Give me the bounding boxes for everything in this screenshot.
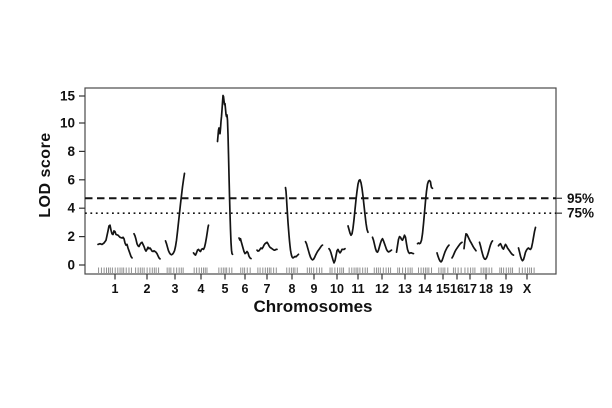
lod-curve-chr-11 xyxy=(347,178,369,237)
y-axis-title: LOD score xyxy=(37,132,54,218)
x-tick-label-chr-6: 6 xyxy=(242,282,249,296)
x-tick-label-chr-13: 13 xyxy=(398,282,412,296)
plot-frame xyxy=(84,87,557,275)
x-tick-label-chr-9: 9 xyxy=(311,282,318,296)
x-tick-label-chr-11: 11 xyxy=(351,282,364,296)
threshold-label-95%: 95% xyxy=(567,191,594,206)
lod-curve-chr-13 xyxy=(395,234,415,255)
x-tick-label-chr-4: 4 xyxy=(198,282,205,296)
lod-curve-chr-1 xyxy=(97,224,133,259)
lod-curve-chr-9 xyxy=(304,240,324,261)
lod-curve-chr-X xyxy=(517,226,537,262)
lod-curve-chr-18 xyxy=(478,240,494,261)
y-tick-label-2: 2 xyxy=(67,229,75,244)
x-tick-label-chr-5: 5 xyxy=(222,282,229,296)
threshold-label-75%: 75% xyxy=(567,206,594,221)
x-tick-label-chr-17: 17 xyxy=(463,282,477,296)
x-tick-label-chr-X: X xyxy=(523,282,532,296)
lod-curve-chr-16 xyxy=(451,241,463,259)
lod-curve-chr-6 xyxy=(238,237,252,260)
x-tick-label-chr-8: 8 xyxy=(289,282,296,296)
x-tick-label-chr-2: 2 xyxy=(144,282,151,296)
y-tick-label-10: 10 xyxy=(60,116,75,131)
y-tick-label-0: 0 xyxy=(67,258,75,273)
x-tick-label-chr-14: 14 xyxy=(418,282,432,296)
lod-curve-chr-7 xyxy=(256,241,278,252)
x-tick-label-chr-7: 7 xyxy=(264,282,271,296)
lod-curve-chr-2 xyxy=(133,232,161,260)
x-tick-label-chr-19: 19 xyxy=(499,282,513,296)
lod-curve-chr-8 xyxy=(284,186,300,259)
lod-curve-chr-14 xyxy=(416,179,434,245)
y-tick-label-15: 15 xyxy=(60,89,76,104)
lod-curve-chr-10 xyxy=(328,247,346,264)
lod-curve-chr-5 xyxy=(216,94,234,256)
y-tick-label-6: 6 xyxy=(67,172,75,187)
x-tick-label-chr-18: 18 xyxy=(479,282,493,296)
x-axis-title: Chromosomes xyxy=(253,297,373,316)
x-tick-label-chr-15: 15 xyxy=(436,282,450,296)
x-tick-label-chr-12: 12 xyxy=(375,282,389,296)
x-tick-label-chr-1: 1 xyxy=(112,282,119,296)
x-tick-label-chr-10: 10 xyxy=(330,282,344,296)
lod-curve-chr-12 xyxy=(371,236,393,254)
y-tick-label-8: 8 xyxy=(67,144,75,159)
y-tick-label-4: 4 xyxy=(67,201,75,216)
lod-curve-chr-19 xyxy=(497,242,515,256)
lod-curve-chr-17 xyxy=(463,232,477,252)
x-tick-label-chr-3: 3 xyxy=(172,282,179,296)
x-tick-label-chr-16: 16 xyxy=(450,282,464,296)
lod-curve-chr-4 xyxy=(192,224,210,256)
lod-curve-chr-3 xyxy=(164,172,186,256)
lod-curve-chr-15 xyxy=(436,244,450,263)
